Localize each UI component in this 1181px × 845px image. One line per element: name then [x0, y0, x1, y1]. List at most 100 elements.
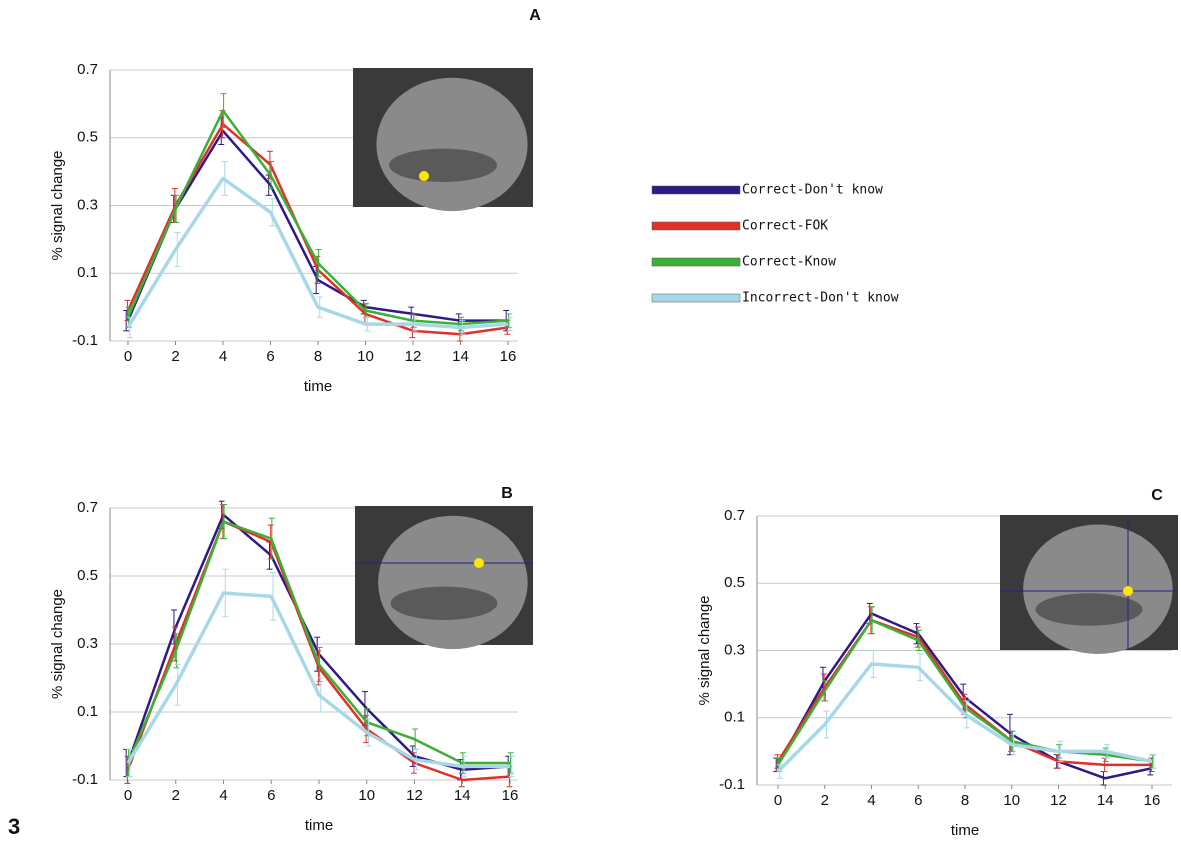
error-bar: [174, 232, 181, 267]
error-bar: [270, 572, 277, 621]
error-bar: [269, 198, 276, 227]
legend-swatch: [651, 257, 741, 267]
error-bar: [459, 320, 466, 335]
error-bar: [221, 160, 228, 196]
x-tick-label: 10: [357, 348, 374, 365]
error-bar: [365, 718, 372, 747]
error-bar: [822, 680, 829, 702]
error-bar: [173, 194, 180, 223]
brain-image-tissue: [389, 148, 497, 182]
y-axis-label: % signal change: [49, 589, 66, 699]
error-bar: [315, 249, 322, 278]
series-line: [126, 109, 509, 326]
x-tick-label: 12: [406, 787, 423, 804]
x-tick-label: 0: [774, 792, 782, 809]
error-bar: [364, 316, 371, 332]
error-bar: [174, 663, 181, 706]
legend-swatch: [651, 221, 741, 231]
x-tick-label: 8: [314, 348, 322, 365]
error-bar: [870, 650, 877, 678]
x-tick-label: 6: [266, 348, 274, 365]
y-axis-label: % signal change: [696, 595, 713, 705]
x-tick-label: 6: [914, 792, 922, 809]
y-tick-label: 0.7: [77, 61, 98, 78]
error-bar: [126, 316, 133, 339]
x-tick-label: 8: [961, 792, 969, 809]
y-tick-label: 0.5: [77, 567, 98, 584]
series-line: [126, 176, 509, 330]
y-tick-label: 0.3: [77, 196, 98, 213]
error-bar: [1010, 734, 1017, 756]
y-tick-label: -0.1: [719, 776, 745, 793]
error-bar: [915, 629, 922, 651]
x-tick-label: 14: [452, 348, 469, 365]
x-axis-label: time: [951, 822, 979, 839]
legend-label: Correct-Don't know: [742, 183, 883, 198]
error-bar: [221, 504, 228, 540]
error-bar: [411, 316, 418, 332]
x-tick-label: 0: [124, 787, 132, 804]
series-line: [126, 520, 510, 765]
error-bar: [413, 748, 420, 771]
x-tick-label: 8: [315, 787, 323, 804]
error-bar: [917, 653, 924, 682]
series-line: [126, 591, 510, 769]
series-line: [126, 129, 508, 322]
line-chart: C -0.1 0.1 0.3 0.5 0.7 0 2 4 6 8 10 12 14 16 % signal c…: [696, 487, 1178, 839]
error-bar: [316, 646, 323, 682]
x-tick-label: 2: [172, 787, 180, 804]
error-bar: [316, 296, 323, 318]
x-tick-label: 12: [1050, 792, 1067, 809]
y-tick-label: 0.1: [724, 709, 745, 726]
legend-label: Correct-FOK: [742, 219, 828, 234]
line-chart: B -0.1 0.1 0.3 0.5 0.7 0 2 4 6 8 10 12 14 16 % signal c…: [49, 485, 533, 834]
legend-label: Correct-Know: [742, 255, 836, 270]
brain-image-tissue: [376, 77, 528, 212]
legend-swatch: [651, 293, 741, 303]
x-tick-label: 4: [219, 348, 227, 365]
brain-image-tissue: [1023, 524, 1173, 655]
x-tick-label: 2: [821, 792, 829, 809]
x-tick-label: 6: [267, 787, 275, 804]
error-bar: [963, 700, 970, 729]
roi-marker: [474, 558, 484, 568]
roi-marker: [419, 171, 429, 181]
x-axis-label: time: [305, 817, 333, 834]
legend: Correct-Don't know Correct-FOK Correct-Kno…: [651, 183, 899, 306]
chart-title: C: [1151, 487, 1163, 504]
error-bar: [505, 313, 512, 328]
error-bar: [268, 160, 275, 190]
chart-title: B: [501, 485, 513, 502]
y-tick-label: 0.5: [77, 129, 98, 146]
roi-marker: [1123, 586, 1133, 596]
error-bar: [506, 316, 513, 332]
y-tick-label: 0.5: [724, 574, 745, 591]
error-bar: [1104, 744, 1111, 759]
x-tick-label: 10: [358, 787, 375, 804]
x-tick-label: 4: [867, 792, 875, 809]
series-line: [126, 520, 511, 782]
x-tick-label: 14: [454, 787, 471, 804]
brain-image-tissue: [378, 515, 528, 650]
brain-image-tissue: [1035, 593, 1143, 626]
y-tick-label: 0.7: [724, 507, 745, 524]
error-bar: [317, 677, 324, 713]
error-bar: [776, 764, 783, 779]
error-bar: [173, 633, 180, 669]
error-bar: [222, 568, 229, 618]
legend-swatch: [651, 185, 741, 195]
x-tick-label: 10: [1003, 792, 1020, 809]
figure-label: 3: [8, 814, 20, 839]
y-tick-label: 0.3: [77, 635, 98, 652]
y-tick-label: 0.1: [77, 264, 98, 281]
x-tick-label: 16: [502, 787, 519, 804]
error-bar: [823, 710, 830, 739]
x-tick-label: 16: [1144, 792, 1161, 809]
legend-label: Incorrect-Don't know: [742, 291, 899, 306]
error-bar: [869, 606, 876, 635]
brain-image-tissue: [390, 586, 498, 620]
x-axis-label: time: [304, 378, 332, 395]
y-tick-label: 0.3: [724, 641, 745, 658]
y-tick-label: 0.7: [77, 499, 98, 516]
